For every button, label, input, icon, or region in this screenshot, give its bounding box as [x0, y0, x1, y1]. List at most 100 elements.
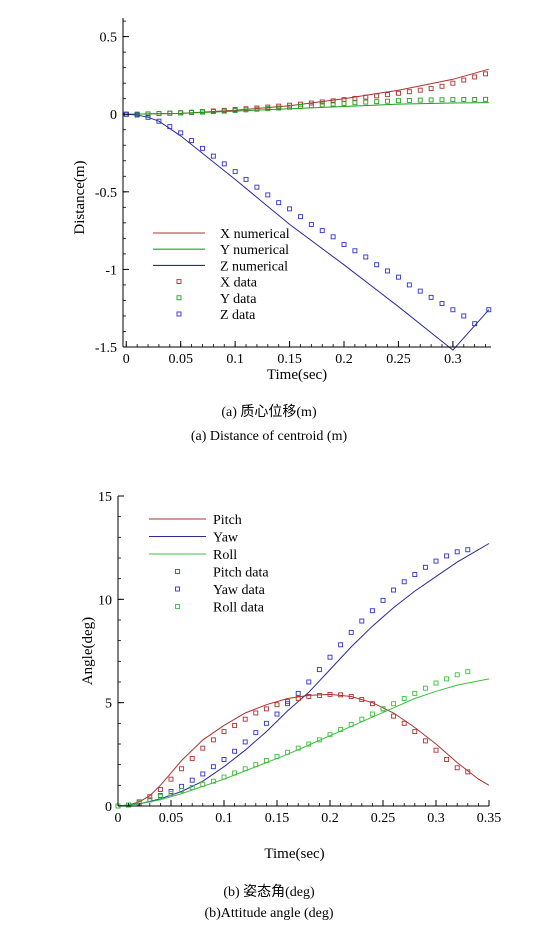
chart-a-series-z-data-point [265, 192, 271, 198]
chart-a-series-x-data-point [439, 83, 445, 89]
chart-b-series-yaw-data-point [401, 579, 407, 585]
chart-a-series-z-data-point [167, 124, 173, 130]
chart-a-series-x-data-point [374, 93, 380, 99]
chart-b-series-pitch-data-point [200, 745, 206, 751]
chart-b-series-yaw-data-point [380, 597, 386, 603]
chart-b-legend-pitch-data-label: Pitch data [213, 566, 269, 581]
chart-a-legend-z-numerical-label: Z numerical [220, 259, 288, 274]
chart-a-series-z-data-point [363, 254, 369, 260]
chart-b-series-yaw-data-point [327, 654, 333, 660]
chart-b-series-yaw-data-point [359, 618, 365, 624]
chart-a-series-z-data-point [417, 288, 423, 294]
chart-b-series-roll-data-point [242, 766, 248, 772]
chart-b-caption-en: (b)Attitude angle (deg) [204, 906, 333, 921]
chart-b-ytick-label: 5 [105, 697, 112, 712]
chart-b-xlabel: Time(sec) [264, 846, 324, 862]
chart-a-series-x-data-point [483, 71, 489, 77]
chart-a-series-y-data-point [352, 100, 358, 106]
chart-a-series-y-data-point [178, 110, 184, 116]
chart-a-legend-y-data-swatch [176, 295, 182, 301]
chart-b-series-yaw-data-point [210, 764, 216, 770]
chart-b-series-pitch-data-point [348, 694, 354, 699]
chart-b-xtick-label: 0 [115, 811, 122, 826]
chart-a-xlabel: Time(sec) [267, 367, 327, 383]
chart-a-series-x-data-point [428, 86, 434, 92]
chart-b-series-pitch [117, 693, 490, 807]
chart-a-series-z-data-point [156, 118, 162, 124]
chart-b-legend-roll-data-label: Roll data [213, 601, 265, 616]
chart-a-legend-x-numerical-label: X numerical [220, 227, 290, 242]
chart-a-legend-x-data-label: X data [220, 276, 258, 291]
chart-b-series-pitch-data-point [232, 722, 238, 728]
chart-b-series-yaw-data-point [391, 587, 397, 593]
chart-b-series-yaw-data-point [253, 730, 259, 736]
chart-b-ytick-label: 10 [98, 593, 112, 608]
chart-b-series-pitch-data-point [147, 794, 153, 800]
chart-a-caption-cn: (a) 质心位移(m) [221, 404, 317, 420]
chart-b-series-roll-data-point [147, 797, 153, 803]
chart-b-ytick-label: 0 [105, 800, 112, 815]
chart-b-series-yaw-data-point [295, 690, 301, 696]
chart-b-series-roll-data-point [444, 676, 450, 682]
chart-b-series-roll-data-point [422, 685, 428, 691]
chart-b-series-pitch-data-point [263, 706, 269, 712]
chart-a-series-y-data-point [428, 97, 434, 103]
chart-a-series-z-data-point [385, 268, 391, 274]
chart-a-series-z-data-point [341, 242, 347, 248]
chart-a-series-z-data-point [396, 274, 401, 280]
chart-a-legend-y-data-label: Y data [220, 292, 257, 307]
chart-b-series-pitch-data-point [391, 713, 397, 719]
chart-b-legend-roll-data-swatch [175, 604, 180, 609]
chart-b-xtick-label: 0.25 [371, 811, 396, 826]
chart-a-ytick-label: 0.5 [100, 31, 118, 46]
chart-b-ylabel: Angle(deg) [80, 617, 96, 685]
chart-a-legend-z-data-swatch [176, 311, 182, 317]
chart-b-series-roll-data-point [253, 762, 259, 768]
chart-a-series-y-data-point [210, 109, 216, 115]
chart-a-series-y-data-point [243, 107, 249, 113]
chart-b-series-yaw-data-point [444, 553, 450, 559]
chart-b-series-pitch-data-point [412, 729, 418, 735]
chart-a-series-y-data-point [221, 108, 227, 114]
chart-b-series-yaw-data-point [232, 748, 238, 754]
chart-a-series-y-data-point [298, 104, 303, 109]
chart-a-series-x-data-point [472, 74, 478, 80]
chart-b-series-yaw-data-point [263, 720, 269, 726]
chart-b-series-pitch-data-point [401, 720, 407, 726]
chart-a-series-y-data-point [276, 105, 282, 111]
chart-b-xtick-label: 0.35 [477, 811, 502, 826]
chart-a-xtick-label: 0.2 [335, 352, 353, 367]
chart-a-series-y-data-point [417, 97, 423, 103]
chart-a-series-z-data-point [221, 161, 227, 167]
chart-b-series-yaw-data-point [465, 547, 471, 553]
chart-b-series-roll-data-point [316, 737, 322, 743]
chart-a-series-y-data-point [319, 102, 325, 108]
chart-a-series-x-data-point [308, 100, 314, 106]
chart-a-ytick-label: 0 [110, 108, 117, 123]
chart-b-series-roll-data-point [327, 732, 333, 738]
chart-a-series-y-data-point [374, 99, 380, 105]
chart-a-series-x-data-point [461, 77, 467, 83]
chart-a-series-y-data-point [341, 100, 347, 106]
chart-b-series-roll-data-point [157, 794, 163, 800]
chart-a-series-y-data-point [439, 97, 445, 103]
chart-a-series-x-numerical [126, 68, 489, 115]
chart-b-legend: Pitch Yaw Roll Pitch data Yaw data Roll data [149, 513, 269, 616]
chart-a-xtick-label: 0.1 [226, 352, 244, 367]
chart-b-series-yaw-data-point [179, 783, 185, 789]
chart-a-series-z-data-point [319, 228, 325, 234]
chart-b-series-roll-data-point [126, 802, 132, 808]
chart-a-series-z-data-point [439, 301, 445, 306]
chart-a-series-z-data-point [330, 234, 336, 240]
chart-a-series-y-numerical [126, 102, 489, 115]
chart-a-series-y-data-point [396, 98, 401, 104]
chart-a-xtick-label: 0.3 [444, 352, 462, 367]
chart-a-series-y-data-point [167, 110, 173, 116]
chart-b-series-yaw-data-point [316, 667, 322, 673]
chart-b-series-roll-data-point [401, 696, 407, 701]
chart-b-series-yaw-data-point [454, 549, 460, 555]
chart-a-ytick-label: -1.5 [95, 341, 117, 356]
chart-b-legend-yaw-label: Yaw [213, 531, 239, 546]
chart-b-series-roll-data-point [179, 788, 185, 793]
